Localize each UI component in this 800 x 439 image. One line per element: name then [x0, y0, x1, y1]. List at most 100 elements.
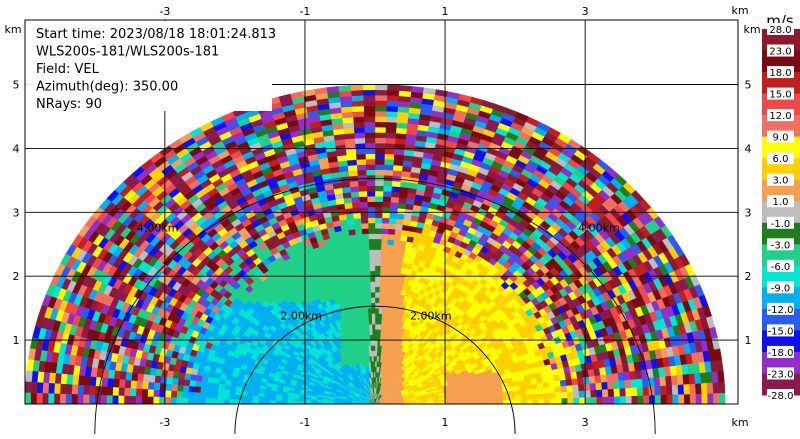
velocity-cell [385, 127, 396, 133]
velocity-cell [366, 164, 375, 169]
velocity-cell [352, 101, 364, 107]
velocity-cell [625, 380, 632, 389]
velocity-cell [555, 386, 561, 392]
velocity-cell [375, 101, 387, 107]
velocity-cell [347, 160, 357, 166]
velocity-cell [515, 395, 521, 400]
velocity-cell [638, 396, 644, 405]
velocity-cell [370, 271, 375, 276]
velocity-cell [375, 132, 385, 138]
velocity-cell [661, 395, 667, 404]
velocity-cell [382, 218, 389, 224]
velocity-cell [353, 117, 364, 123]
velocity-cell [678, 394, 684, 404]
velocity-cell [695, 383, 701, 394]
velocity-cell [677, 375, 684, 385]
velocity-cell [391, 261, 397, 267]
velocity-cell [375, 367, 376, 372]
velocity-cell [326, 86, 339, 93]
velocity-cell [632, 396, 638, 404]
velocity-cell [368, 223, 375, 229]
velocity-cell [392, 181, 401, 187]
velocity-cell [356, 239, 363, 245]
velocity-cell [386, 261, 392, 267]
velocity-cell [684, 394, 690, 404]
velocity-cell [389, 213, 397, 219]
velocity-cell [351, 192, 360, 198]
velocity-cell [385, 266, 391, 272]
velocity-cell [561, 386, 567, 393]
velocity-cell [358, 255, 364, 261]
velocity-cell [372, 314, 376, 319]
velocity-cell [393, 245, 400, 251]
velocity-cell [367, 196, 375, 202]
velocity-cell [480, 401, 486, 405]
velocity-cell [343, 198, 352, 204]
velocity-cell [383, 298, 388, 304]
velocity-cell [364, 260, 370, 266]
velocity-cell [561, 392, 567, 398]
velocity-cell [643, 387, 649, 396]
velocity-cell [375, 314, 379, 319]
velocity-cell [660, 376, 667, 386]
velocity-cell [608, 389, 614, 397]
velocity-cell [397, 208, 405, 214]
velocity-cell [365, 148, 375, 154]
velocity-cell [538, 393, 544, 399]
velocity-cell [492, 396, 498, 400]
velocity-cell [375, 218, 382, 224]
velocity-cell [348, 229, 355, 235]
velocity-cell [375, 196, 383, 202]
velocity-cell [660, 385, 666, 395]
velocity-cell [395, 138, 406, 144]
velocity-cell [362, 292, 367, 298]
velocity-cell [550, 393, 556, 399]
velocity-cell [357, 245, 364, 251]
velocity-cell [375, 329, 378, 334]
velocity-cell [384, 170, 393, 176]
velocity-cell [654, 377, 661, 387]
velocity-cell [549, 387, 555, 393]
velocity-cell [375, 223, 382, 229]
velocity-cell [369, 234, 376, 239]
velocity-cell [352, 202, 360, 208]
velocity-cell [375, 271, 380, 276]
velocity-cell [498, 400, 504, 404]
velocity-cell [395, 133, 406, 139]
velocity-cell [375, 356, 377, 361]
velocity-cell [363, 85, 375, 91]
velocity-cell [388, 223, 395, 229]
velocity-cell [375, 345, 377, 350]
velocity-cell [395, 224, 403, 230]
velocity-cell [351, 250, 358, 256]
velocity-cell [375, 361, 377, 366]
velocity-cell [367, 298, 371, 304]
velocity-cell [395, 267, 401, 273]
velocity-cell [369, 250, 375, 255]
velocity-cell [672, 385, 678, 395]
velocity-cell [520, 390, 526, 395]
velocity-cell [379, 298, 383, 304]
velocity-cell [350, 186, 359, 192]
velocity-cell [548, 381, 555, 387]
velocity-cell [684, 384, 690, 394]
velocity-cell [388, 229, 395, 235]
velocity-cell [583, 377, 590, 384]
velocity-cell [387, 239, 394, 245]
velocity-cell [383, 181, 392, 187]
velocity-cell [369, 239, 375, 244]
velocity-cell [366, 180, 375, 186]
velocity-cell [348, 170, 357, 176]
velocity-cell [375, 298, 379, 303]
velocity-cell [543, 382, 550, 388]
velocity-cell [375, 106, 386, 112]
velocity-cell [585, 397, 591, 404]
velocity-cell [531, 383, 538, 389]
velocity-cell [378, 319, 381, 324]
velocity-cell [375, 228, 382, 233]
velocity-cell [701, 383, 707, 394]
velocity-cell [366, 282, 371, 288]
velocity-cell [614, 388, 620, 396]
velocity-cell [368, 308, 372, 314]
velocity-cell [372, 335, 375, 340]
